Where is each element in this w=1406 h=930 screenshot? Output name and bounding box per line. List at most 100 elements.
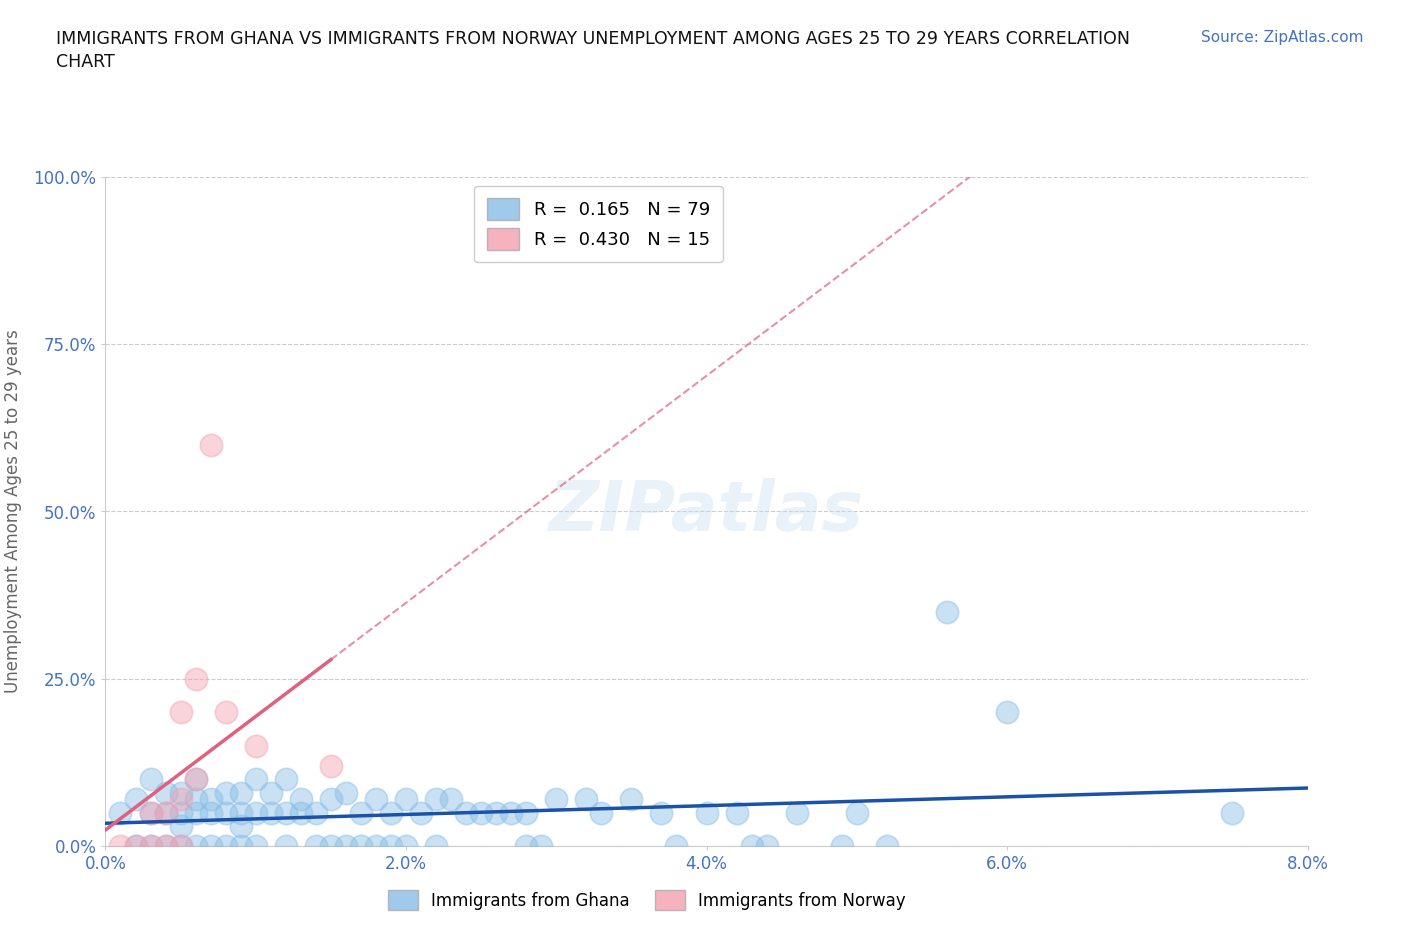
Point <box>350 805 373 820</box>
Point <box>260 785 283 800</box>
Point <box>229 805 252 820</box>
Point <box>501 805 523 820</box>
Point <box>350 839 373 854</box>
Point <box>155 805 177 820</box>
Point <box>155 785 177 800</box>
Point <box>200 839 222 854</box>
Point <box>139 772 162 787</box>
Point <box>319 759 342 774</box>
Point <box>665 839 688 854</box>
Point <box>169 818 191 833</box>
Y-axis label: Unemployment Among Ages 25 to 29 years: Unemployment Among Ages 25 to 29 years <box>4 329 22 694</box>
Point <box>995 705 1018 720</box>
Point <box>184 671 207 686</box>
Point <box>184 805 207 820</box>
Point <box>214 705 236 720</box>
Point <box>395 792 418 807</box>
Point <box>620 792 643 807</box>
Point <box>155 805 177 820</box>
Point <box>546 792 568 807</box>
Point <box>229 785 252 800</box>
Point <box>229 818 252 833</box>
Point <box>831 839 853 854</box>
Point <box>530 839 553 854</box>
Point <box>515 805 537 820</box>
Point <box>786 805 808 820</box>
Point <box>124 792 146 807</box>
Point <box>380 839 402 854</box>
Point <box>755 839 778 854</box>
Point <box>290 792 312 807</box>
Point <box>290 805 312 820</box>
Point <box>169 839 191 854</box>
Text: ZIPatlas: ZIPatlas <box>548 478 865 545</box>
Point <box>335 785 357 800</box>
Point <box>245 839 267 854</box>
Point <box>139 839 162 854</box>
Point <box>696 805 718 820</box>
Point <box>200 805 222 820</box>
Point <box>395 839 418 854</box>
Point <box>364 839 387 854</box>
Point <box>139 805 162 820</box>
Point <box>155 839 177 854</box>
Point <box>470 805 492 820</box>
Point <box>454 805 477 820</box>
Point <box>184 839 207 854</box>
Point <box>155 839 177 854</box>
Point <box>169 705 191 720</box>
Point <box>876 839 898 854</box>
Point <box>169 839 191 854</box>
Point <box>110 839 132 854</box>
Point <box>245 805 267 820</box>
Point <box>169 792 191 807</box>
Point <box>319 839 342 854</box>
Point <box>575 792 598 807</box>
Point <box>1222 805 1244 820</box>
Point <box>305 805 328 820</box>
Point <box>124 839 146 854</box>
Point <box>274 805 297 820</box>
Point <box>319 792 342 807</box>
Point <box>139 839 162 854</box>
Point <box>245 738 267 753</box>
Point <box>110 805 132 820</box>
Point <box>274 839 297 854</box>
Point <box>274 772 297 787</box>
Point <box>425 839 447 854</box>
Point <box>184 772 207 787</box>
Point <box>184 792 207 807</box>
Point <box>409 805 432 820</box>
Point <box>200 792 222 807</box>
Point <box>364 792 387 807</box>
Point <box>741 839 763 854</box>
Point <box>124 839 146 854</box>
Point <box>139 805 162 820</box>
Point <box>305 839 328 854</box>
Point <box>335 839 357 854</box>
Point <box>380 805 402 820</box>
Point <box>214 805 236 820</box>
Point <box>515 839 537 854</box>
Point <box>725 805 748 820</box>
Point <box>184 772 207 787</box>
Legend: R =  0.165   N = 79, R =  0.430   N = 15: R = 0.165 N = 79, R = 0.430 N = 15 <box>474 186 723 262</box>
Point <box>169 785 191 800</box>
Point <box>845 805 868 820</box>
Point <box>425 792 447 807</box>
Point <box>936 604 959 619</box>
Text: CHART: CHART <box>56 53 115 71</box>
Point <box>229 839 252 854</box>
Point <box>440 792 463 807</box>
Point <box>214 785 236 800</box>
Point <box>260 805 283 820</box>
Point <box>591 805 613 820</box>
Text: IMMIGRANTS FROM GHANA VS IMMIGRANTS FROM NORWAY UNEMPLOYMENT AMONG AGES 25 TO 29: IMMIGRANTS FROM GHANA VS IMMIGRANTS FROM… <box>56 30 1130 47</box>
Text: Source: ZipAtlas.com: Source: ZipAtlas.com <box>1201 30 1364 45</box>
Point <box>245 772 267 787</box>
Point <box>650 805 672 820</box>
Legend: Immigrants from Ghana, Immigrants from Norway: Immigrants from Ghana, Immigrants from N… <box>381 884 912 917</box>
Point <box>214 839 236 854</box>
Point <box>485 805 508 820</box>
Point <box>169 805 191 820</box>
